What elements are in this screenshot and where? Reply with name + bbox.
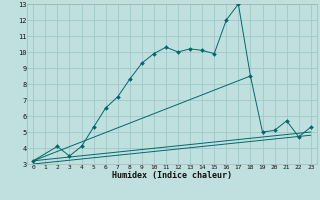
X-axis label: Humidex (Indice chaleur): Humidex (Indice chaleur) bbox=[112, 171, 232, 180]
